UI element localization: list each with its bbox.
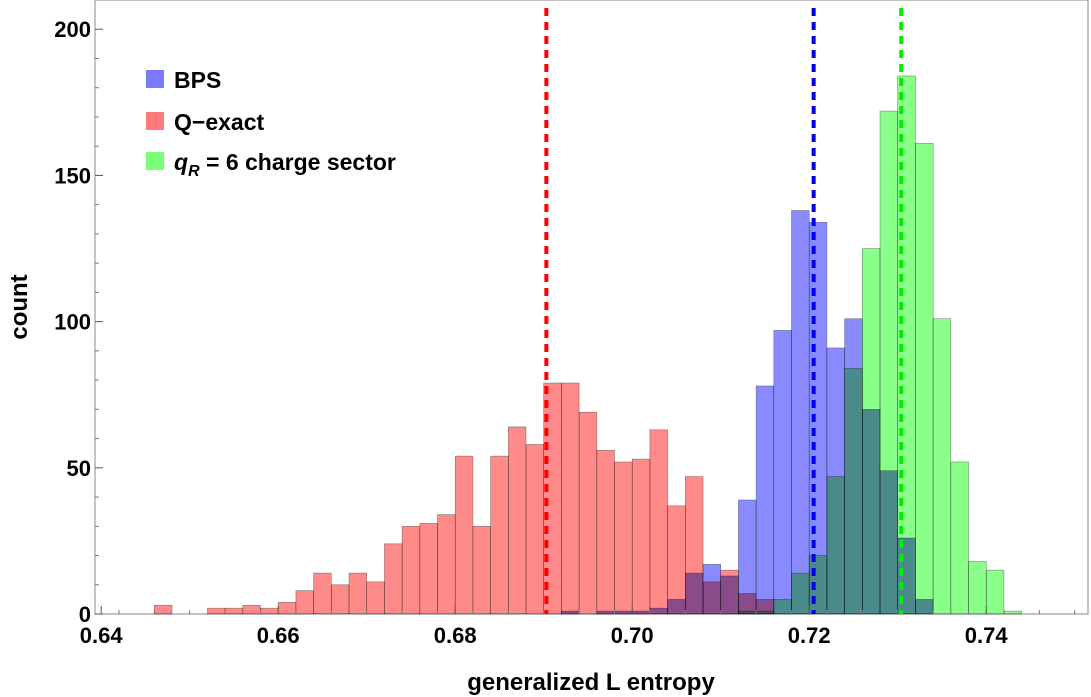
bar-q-exact: [401, 525, 421, 615]
bar-q-r-6-charge-sector: [791, 572, 810, 615]
bar-q-r-6-charge-sector: [915, 142, 934, 615]
bar-q-exact: [454, 455, 474, 615]
bar-q-r-6-charge-sector: [879, 110, 899, 615]
bar-q-exact: [437, 514, 456, 615]
bar-q-exact: [348, 572, 368, 615]
bar-q-exact: [490, 455, 509, 615]
x-tick-label: 0.70: [611, 623, 654, 648]
y-tick-label: 0: [79, 602, 91, 627]
bar-q-r-6-charge-sector: [932, 318, 952, 615]
bar-q-exact: [685, 476, 704, 615]
x-tick-label: 0.68: [434, 623, 477, 648]
legend-swatch-q-exact: [146, 112, 164, 130]
bar-q-exact: [508, 426, 527, 615]
legend-label-q-exact: Q−exact: [174, 109, 264, 135]
bar-q-exact: [596, 449, 615, 615]
bar-bps: [773, 330, 792, 615]
bar-q-exact: [631, 458, 651, 615]
bar-q-r-6-charge-sector: [844, 368, 863, 615]
bar-q-exact: [366, 581, 385, 615]
legend-label-charge-rest: = 6 charge sector: [200, 149, 396, 175]
y-tick-label: 50: [67, 456, 91, 481]
bar-q-exact: [384, 543, 403, 615]
bar-q-r-6-charge-sector: [826, 476, 845, 615]
bar-q-r-6-charge-sector: [950, 461, 969, 615]
legend-swatch-charge-sector: [146, 152, 164, 170]
legend-label-charge-symbol: q: [174, 149, 188, 175]
bar-q-exact: [702, 581, 722, 615]
bar-bps: [791, 210, 810, 615]
bar-q-exact: [720, 569, 739, 615]
legend-label-charge-sector: qR = 6 charge sector: [174, 149, 396, 180]
bar-q-r-6-charge-sector: [1003, 610, 1022, 615]
bar-q-exact: [153, 604, 173, 615]
x-axis-label: generalized L entropy: [467, 669, 715, 696]
y-axis-label: count: [6, 274, 33, 339]
bar-q-exact: [472, 525, 491, 615]
bar-q-exact: [614, 461, 633, 615]
bar-q-exact: [667, 505, 686, 615]
bar-q-exact: [260, 607, 279, 615]
bar-q-exact: [277, 602, 297, 615]
bar-q-exact: [525, 444, 545, 615]
legend-swatch-bps: [146, 70, 164, 88]
x-tick-label: 0.66: [257, 623, 300, 648]
bar-q-exact: [419, 523, 438, 615]
bar-q-exact: [561, 382, 580, 615]
legend-label-charge-subscript: R: [188, 163, 200, 180]
legend: BPS Q−exact qR = 6 charge sector: [146, 67, 396, 180]
bar-q-exact: [331, 584, 350, 615]
bar-q-exact: [224, 607, 244, 615]
legend-label-bps: BPS: [174, 67, 221, 93]
bar-q-r-6-charge-sector: [755, 610, 775, 615]
bar-q-exact: [578, 411, 598, 615]
y-tick-label: 200: [54, 17, 91, 42]
bar-q-exact: [242, 604, 261, 615]
x-tick-label: 0.64: [80, 623, 124, 648]
bar-q-r-6-charge-sector: [862, 248, 881, 615]
bar-q-exact: [649, 429, 668, 615]
bar-q-r-6-charge-sector: [738, 610, 757, 615]
bar-q-r-6-charge-sector: [773, 599, 792, 615]
bar-q-exact: [295, 590, 314, 615]
y-tick-label: 100: [54, 310, 91, 335]
x-tick-label: 0.74: [965, 623, 1009, 648]
bar-q-exact: [313, 572, 332, 615]
x-tick-label: 0.72: [788, 623, 831, 648]
bar-q-exact: [207, 607, 226, 615]
bar-q-r-6-charge-sector: [985, 569, 1005, 615]
bar-q-r-6-charge-sector: [968, 561, 987, 615]
y-tick-label: 150: [54, 163, 91, 188]
bar-bps: [755, 385, 775, 615]
